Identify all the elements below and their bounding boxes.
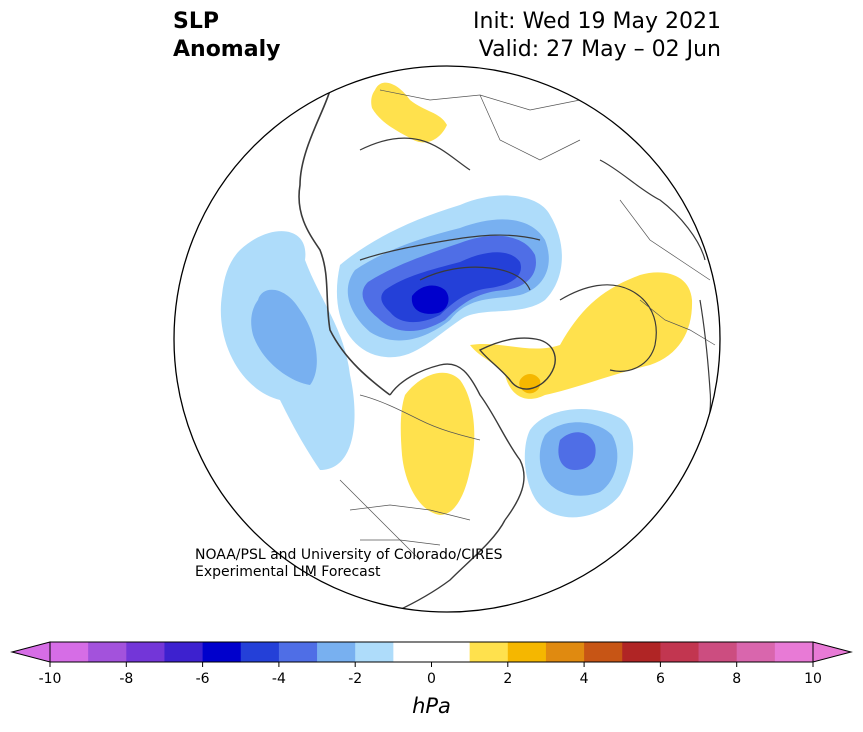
colorbar-tick-label: 8 — [732, 671, 741, 687]
colorbar-tick-label: 2 — [503, 671, 512, 687]
colorbar-tick-label: 0 — [427, 671, 436, 687]
colorbar-swatch — [774, 642, 814, 662]
valid-range: Valid: 27 May – 02 Jun — [478, 37, 721, 62]
colorbar-swatch — [507, 642, 547, 662]
colorbar-swatch — [278, 642, 318, 662]
colorbar-tick-label: -10 — [39, 671, 62, 687]
colorbar-swatch — [584, 642, 623, 662]
colorbar-tick-label: -2 — [348, 671, 362, 687]
political-borders — [339, 89, 716, 561]
colorbar-tick-label: 6 — [656, 671, 665, 687]
colorbar-swatch — [50, 642, 89, 662]
colorbar-under-arrow — [10, 641, 51, 663]
negative-anomaly-north-pacific — [220, 231, 355, 470]
colorbar-swatch — [393, 642, 433, 662]
colorbar-tick-label: -8 — [119, 671, 133, 687]
colorbar-tick-label: -6 — [196, 671, 210, 687]
polar-map — [173, 65, 721, 613]
colorbar-swatches — [50, 642, 814, 662]
colorbar-swatch — [469, 642, 509, 662]
positive-anomaly-canada — [400, 372, 475, 515]
colorbar-swatch — [698, 642, 738, 662]
title-line-2: Anomaly — [173, 37, 281, 62]
init-date: Init: Wed 19 May 2021 — [473, 9, 721, 34]
colorbar-swatch — [736, 642, 776, 662]
colorbar-swatch — [164, 642, 204, 662]
colorbar-over-arrow — [812, 641, 853, 663]
colorbar-swatch — [240, 642, 280, 662]
positive-anomaly-siberia — [371, 82, 447, 143]
colorbar-swatch — [545, 642, 585, 662]
forecast-dates: Init: Wed 19 May 2021 Valid: 27 May – 02… — [473, 8, 721, 64]
map-boundary — [173, 65, 721, 613]
colorbar-unit-label: hPa — [412, 694, 451, 718]
colorbar-tick-label: 4 — [580, 671, 589, 687]
colorbar: -10 -8 -6 -4 -2 0 2 4 6 8 10 — [10, 641, 853, 687]
colorbar-swatch — [431, 642, 471, 662]
title-line-1: SLP — [173, 9, 219, 34]
colorbar-swatch — [126, 642, 166, 662]
data-credit: NOAA/PSL and University of Colorado/CIRE… — [195, 547, 503, 581]
colorbar-swatch — [202, 642, 242, 662]
colorbar-tick-label: 10 — [804, 671, 822, 687]
colorbar-tick-label: -4 — [272, 671, 286, 687]
credit-line-2: Experimental LIM Forecast — [195, 564, 381, 580]
negative-anomaly-north-atlantic — [524, 408, 634, 518]
colorbar-swatch — [88, 642, 127, 662]
coastlines — [298, 89, 712, 612]
credit-line-1: NOAA/PSL and University of Colorado/CIRE… — [195, 547, 503, 563]
colorbar-ticks: -10 -8 -6 -4 -2 0 2 4 6 8 10 — [39, 662, 822, 687]
map-title: SLP Anomaly — [173, 8, 280, 64]
colorbar-swatch — [660, 642, 700, 662]
colorbar-swatch — [355, 642, 394, 662]
colorbar-swatch — [317, 642, 356, 662]
colorbar-swatch — [622, 642, 661, 662]
